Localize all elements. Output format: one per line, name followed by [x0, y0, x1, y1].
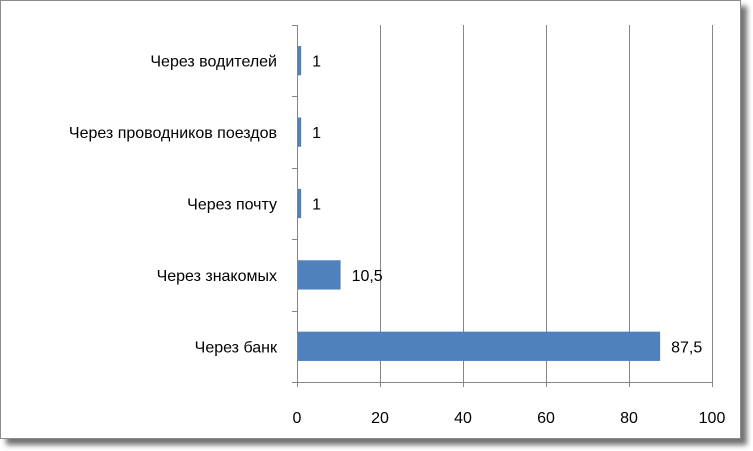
category-label-0: Через банк: [195, 339, 278, 356]
chart-frame: [0, 0, 741, 439]
x-tick-label-80: 80: [620, 410, 638, 427]
bar-2: [298, 188, 302, 219]
bar-4: [298, 46, 302, 76]
x-tick-label-40: 40: [454, 410, 472, 427]
category-label-3: Через проводников поездов: [69, 125, 277, 142]
data-label-4: 1: [312, 54, 321, 71]
data-label-0: 87,5: [671, 339, 702, 356]
bar-0: [298, 331, 661, 361]
x-tick-label-100: 100: [699, 410, 726, 427]
category-label-4: Через водителей: [150, 54, 277, 71]
gridlines: [380, 25, 713, 382]
category-label-1: Через знакомых: [157, 268, 277, 285]
x-tick-label-0: 0: [293, 410, 302, 427]
data-label-2: 1: [312, 197, 321, 214]
labels: 0 20 40 60 80 100 Через банк 87,5 Через знакомых…: [69, 54, 726, 427]
bar-1: [298, 260, 341, 290]
x-tick-label-20: 20: [371, 410, 389, 427]
axes: [292, 25, 713, 387]
data-label-3: 1: [312, 125, 321, 142]
bar-3: [298, 117, 302, 147]
category-label-2: Через почту: [187, 197, 277, 214]
data-label-1: 10,5: [352, 268, 383, 285]
bars: [298, 46, 661, 361]
x-tick-label-60: 60: [537, 410, 555, 427]
